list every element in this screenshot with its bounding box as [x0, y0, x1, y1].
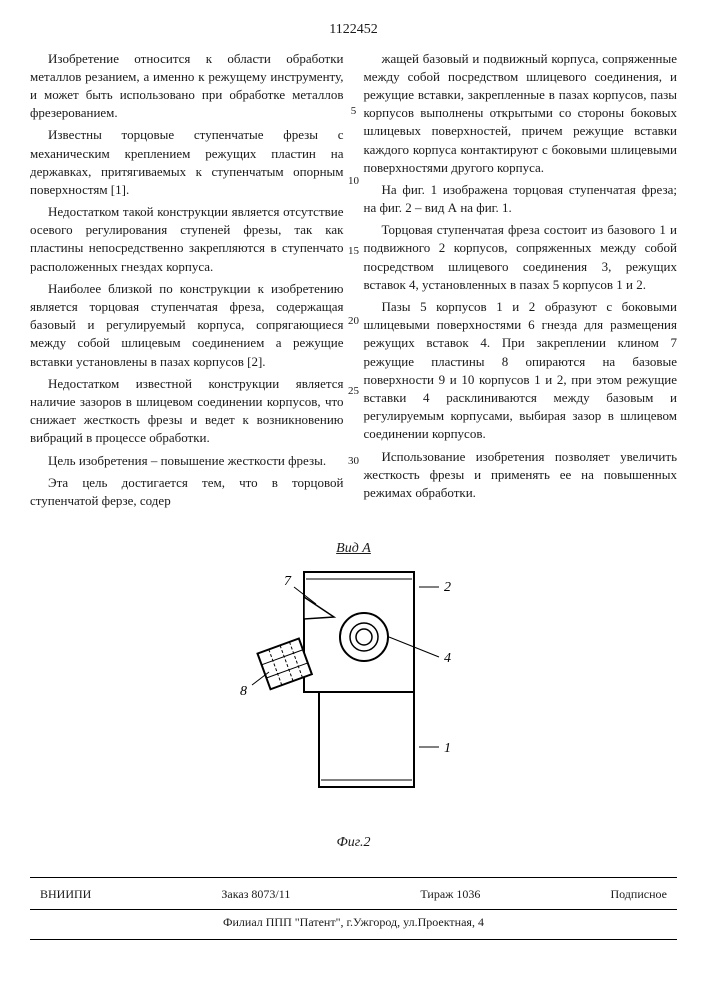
page-number: 1122452: [30, 20, 677, 40]
footer-order: Заказ 8073/11: [221, 886, 290, 903]
callout: 7: [284, 574, 292, 589]
figure-label: Фиг.2: [30, 833, 677, 853]
figure-diagram: 2 4 1 7 8: [234, 567, 474, 827]
paragraph: Недостатком такой конструкции является о…: [30, 203, 344, 276]
line-number: 10: [348, 174, 359, 189]
divider: [30, 909, 677, 910]
footer-tirazh: Тираж 1036: [420, 886, 480, 903]
two-column-layout: Изобретение относится к области обработк…: [30, 50, 677, 515]
paragraph: Наиболее близкой по конструкции к изобре…: [30, 280, 344, 371]
paragraph: Использование изобретения позволяет увел…: [364, 448, 678, 503]
line-number: 20: [348, 314, 359, 329]
line-number: 15: [348, 244, 359, 259]
paragraph: Изобретение относится к области обработк…: [30, 50, 344, 123]
paragraph: Известны торцовые ступенчатые фрезы с ме…: [30, 126, 344, 199]
divider: [30, 877, 677, 878]
paragraph: Цель изобретения – повышение жесткости ф…: [30, 452, 344, 470]
footer-line-2: Филиал ППП "Патент", г.Ужгород, ул.Проек…: [30, 914, 677, 935]
paragraph: Торцовая ступенчатая фреза состоит из ба…: [364, 221, 678, 294]
callout: 2: [444, 580, 451, 595]
footer-line-1: ВНИИПИ Заказ 8073/11 Тираж 1036 Подписно…: [30, 884, 677, 905]
figure-container: Вид А 2 4 1 7: [30, 539, 677, 852]
line-number: 5: [351, 104, 357, 119]
paragraph: На фиг. 1 изображена торцовая ступенчата…: [364, 181, 678, 217]
content-wrapper: Изобретение относится к области обработк…: [30, 50, 677, 515]
footer-subscript: Подписное: [610, 886, 667, 903]
paragraph: Недостатком известной конструкции являет…: [30, 375, 344, 448]
paragraph: Эта цель достигается тем, что в торцовой…: [30, 474, 344, 510]
callout: 8: [240, 684, 247, 699]
paragraph: жащей базовый и подвижный корпуса, сопря…: [364, 50, 678, 177]
left-column: Изобретение относится к области обработк…: [30, 50, 344, 515]
right-column: жащей базовый и подвижный корпуса, сопря…: [364, 50, 678, 515]
line-number: 25: [348, 384, 359, 399]
figure-title: Вид А: [30, 539, 677, 559]
footer-org: ВНИИПИ: [40, 886, 91, 903]
divider: [30, 939, 677, 940]
callout: 1: [444, 741, 451, 756]
line-number: 30: [348, 454, 359, 469]
callout: 4: [444, 651, 451, 666]
paragraph: Пазы 5 корпусов 1 и 2 образуют с боковым…: [364, 298, 678, 444]
